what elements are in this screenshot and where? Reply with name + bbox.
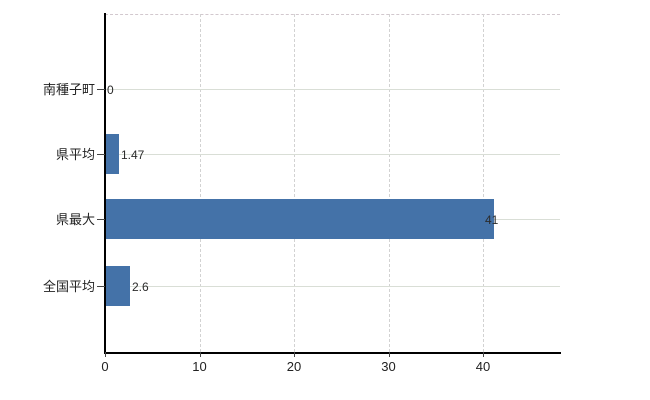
x-tick-mark-10 — [199, 352, 201, 357]
grid-line-vertical-30 — [388, 14, 390, 352]
x-tick-mark-20 — [294, 352, 295, 357]
bar-2 — [105, 199, 494, 239]
bar-value-label-2: 41 — [485, 213, 499, 227]
x-axis-line — [104, 352, 561, 354]
bar-3 — [105, 266, 130, 306]
bar-value-label-1: 1.47 — [121, 148, 145, 162]
plot-area — [105, 14, 560, 352]
y-tick-mark-3 — [97, 286, 105, 287]
bar-value-label-3: 2.6 — [132, 280, 149, 294]
y-axis-line — [104, 13, 106, 353]
grid-line-vertical-20 — [294, 14, 295, 352]
bar-1 — [105, 134, 119, 174]
y-axis-tick-labels: 南種子町 県平均 県最大 全国平均 — [0, 0, 95, 400]
grid-line-horizontal-1 — [105, 154, 560, 155]
bar-value-label-0: 0 — [107, 83, 114, 97]
x-tick-mark-0 — [105, 352, 106, 357]
x-axis-tick-label-2: 20 — [286, 359, 302, 374]
grid-line-vertical-10 — [199, 14, 201, 352]
y-axis-tick-label-3: 全国平均 — [42, 279, 95, 294]
x-axis-tick-label-3: 30 — [381, 359, 396, 374]
grid-line-horizontal-0 — [105, 89, 560, 90]
x-tick-mark-30 — [388, 352, 390, 357]
y-axis-tick-label-2: 県最大 — [55, 212, 95, 227]
y-axis-tick-label-1: 県平均 — [55, 147, 95, 162]
grid-line-horizontal-3 — [105, 286, 560, 287]
x-axis-tick-label-4: 40 — [475, 359, 491, 374]
y-tick-mark-1 — [97, 154, 105, 155]
x-axis-tick-label-0: 0 — [101, 359, 109, 374]
grid-line-top — [105, 14, 560, 15]
x-axis-tick-label-1: 10 — [192, 359, 207, 374]
y-axis-tick-label-0: 南種子町 — [42, 82, 95, 97]
x-tick-mark-40 — [483, 352, 484, 357]
y-tick-mark-0 — [97, 89, 105, 90]
y-tick-mark-2 — [97, 219, 105, 220]
grid-line-vertical-40 — [483, 14, 484, 352]
